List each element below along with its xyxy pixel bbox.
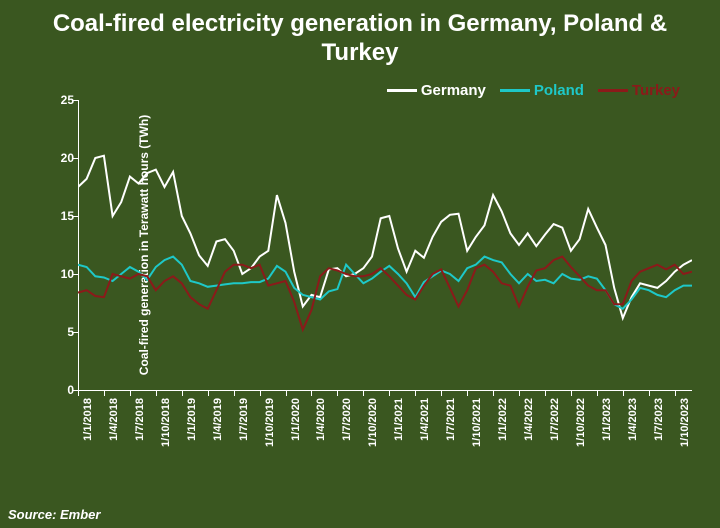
x-tick-mark bbox=[260, 390, 261, 396]
legend-item-poland: Poland bbox=[500, 82, 584, 99]
y-tick-mark bbox=[72, 216, 78, 217]
x-tick-mark bbox=[493, 390, 494, 396]
y-tick-mark bbox=[72, 390, 78, 391]
y-tick-mark bbox=[72, 100, 78, 101]
x-tick-mark bbox=[571, 390, 572, 396]
legend: Germany Poland Turkey bbox=[387, 82, 680, 99]
x-tick-mark bbox=[623, 390, 624, 396]
y-tick-label: 10 bbox=[52, 267, 74, 281]
legend-label: Poland bbox=[534, 82, 584, 99]
y-tick-label: 15 bbox=[52, 209, 74, 223]
x-tick-mark bbox=[597, 390, 598, 396]
x-tick-mark bbox=[234, 390, 235, 396]
legend-swatch bbox=[598, 89, 628, 92]
legend-item-turkey: Turkey bbox=[598, 82, 680, 99]
x-tick-mark bbox=[441, 390, 442, 396]
x-tick-mark bbox=[156, 390, 157, 396]
source-text: Source: Ember bbox=[8, 507, 100, 522]
legend-swatch bbox=[387, 89, 417, 92]
x-tick-mark bbox=[389, 390, 390, 396]
y-tick-label: 25 bbox=[52, 93, 74, 107]
x-axis-line bbox=[78, 390, 692, 391]
chart-area: Coal-fired generation in Terawatt hours … bbox=[52, 100, 692, 430]
plot-area: 1/1/20181/4/20181/7/20181/10/20181/1/201… bbox=[78, 100, 692, 390]
x-tick-mark bbox=[182, 390, 183, 396]
x-tick-mark bbox=[78, 390, 79, 396]
x-tick-mark bbox=[208, 390, 209, 396]
x-tick-mark bbox=[311, 390, 312, 396]
line-turkey bbox=[78, 257, 692, 330]
x-tick-mark bbox=[104, 390, 105, 396]
line-germany bbox=[78, 156, 692, 318]
x-tick-mark bbox=[545, 390, 546, 396]
x-tick-mark bbox=[649, 390, 650, 396]
legend-label: Germany bbox=[421, 82, 486, 99]
x-tick-mark bbox=[363, 390, 364, 396]
y-tick-mark bbox=[72, 332, 78, 333]
y-tick-label: 20 bbox=[52, 151, 74, 165]
x-tick-mark bbox=[286, 390, 287, 396]
y-tick-label: 5 bbox=[52, 325, 74, 339]
x-tick-mark bbox=[467, 390, 468, 396]
legend-item-germany: Germany bbox=[387, 82, 486, 99]
x-tick-mark bbox=[415, 390, 416, 396]
x-tick-mark bbox=[130, 390, 131, 396]
chart-title: Coal-fired electricity generation in Ger… bbox=[0, 0, 720, 72]
legend-swatch bbox=[500, 89, 530, 92]
y-tick-mark bbox=[72, 274, 78, 275]
y-tick-label: 0 bbox=[52, 383, 74, 397]
legend-label: Turkey bbox=[632, 82, 680, 99]
x-tick-mark bbox=[337, 390, 338, 396]
x-tick-mark bbox=[675, 390, 676, 396]
line-series-svg bbox=[78, 100, 692, 390]
line-poland bbox=[78, 257, 692, 309]
y-tick-mark bbox=[72, 158, 78, 159]
x-tick-mark bbox=[519, 390, 520, 396]
